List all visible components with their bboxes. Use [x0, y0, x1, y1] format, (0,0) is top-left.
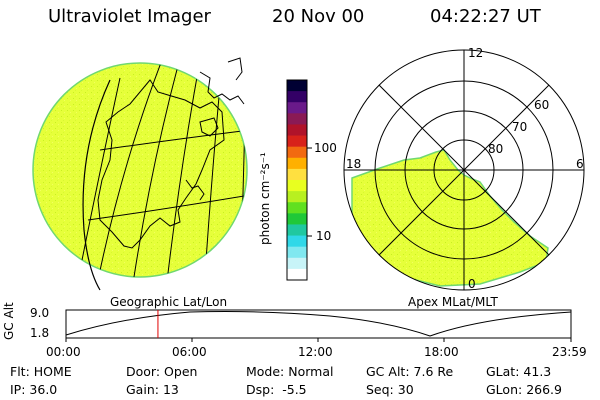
earth-limb [82, 79, 111, 291]
seq-info: Seq: 30 [366, 382, 414, 397]
ip-value: 36.0 [29, 382, 58, 397]
mlat-label-70: 70 [512, 120, 528, 134]
polar-grid [343, 49, 585, 291]
glat-info: GLat: 41.3 [486, 364, 552, 379]
timeline-x-1200: 12:00 [298, 345, 333, 359]
colorbar-stripe [287, 168, 307, 181]
dsp-info: Dsp: -5.5 [246, 382, 307, 397]
colorbar-stripe [287, 102, 307, 114]
mlt-label-0: 0 [468, 277, 476, 291]
gcalt-value: 7.6 Re [413, 364, 454, 379]
geo-map-label: Geographic Lat/Lon [110, 295, 228, 309]
timeline-x-0600: 06:00 [172, 345, 207, 359]
colorbar-stripe [287, 113, 307, 125]
colorbar-stripe [287, 224, 307, 237]
glat-value: 41.3 [523, 364, 552, 379]
timeline-axis-title: GC Alt [2, 302, 16, 340]
polar-map [343, 49, 585, 291]
flt-value: HOME [33, 364, 72, 379]
altitude-timeline [65, 309, 572, 342]
coastline [97, 79, 225, 249]
glon-value: 266.9 [526, 382, 562, 397]
colorbar-unit-label: photon cm⁻²s⁻¹ [258, 152, 272, 245]
gain-info: Gain: 13 [126, 382, 179, 397]
geographic-map [32, 57, 248, 291]
colorbar-stripe [287, 268, 307, 281]
timeline-x-2359: 23:59 [552, 345, 587, 359]
colorbar-stripe [287, 257, 307, 270]
polar-map-label: Apex MLat/MLT [408, 295, 498, 309]
colorbar-stripe [287, 80, 307, 92]
colorbar-stripe [287, 213, 307, 225]
timeline-x-1800: 18:00 [424, 345, 459, 359]
gain-value: 13 [162, 382, 179, 397]
instrument-title: Ultraviolet Imager [48, 6, 211, 27]
door-value: Open [164, 364, 198, 379]
colorbar-tick-10: 10 [316, 229, 332, 243]
timeline-x-0000: 00:00 [46, 345, 81, 359]
mlat-label-60: 60 [534, 98, 550, 112]
coastline-hudson [199, 117, 219, 137]
colorbar-stripe [287, 191, 307, 203]
colorbar-frame [286, 79, 308, 281]
flt-info: Flt: HOME [10, 364, 72, 379]
colorbar-tick-100: 100 [314, 141, 337, 155]
mlat-label-80: 80 [488, 142, 504, 156]
gcalt-info: GC Alt: 7.6 Re [366, 364, 454, 379]
colorbar [286, 79, 312, 281]
observation-date: 20 Nov 00 [272, 6, 365, 27]
colorbar-stripe [287, 124, 307, 137]
colorbar-stripe [287, 135, 307, 148]
colorbar-stripe [287, 146, 307, 159]
timeline-frame [65, 309, 572, 339]
mode-info: Mode: Normal [246, 364, 334, 379]
mlt-label-6: 6 [576, 157, 584, 171]
coastline-east [199, 71, 245, 105]
ip-info: IP: 36.0 [10, 382, 58, 397]
timeline-y-min: 1.8 [30, 326, 50, 340]
colorbar-stripe [287, 246, 307, 259]
door-info: Door: Open [126, 364, 198, 379]
coastline-greenland [227, 57, 243, 81]
geo-image-disk [32, 62, 248, 278]
coastline-lakes [185, 179, 205, 201]
mlt-label-18: 18 [346, 157, 362, 171]
colorbar-stripe [287, 202, 307, 214]
seq-value: 30 [397, 382, 414, 397]
mlt-label-12: 12 [468, 46, 484, 60]
glon-info: GLon: 266.9 [486, 382, 562, 397]
colorbar-stripe [287, 157, 307, 170]
colorbar-stripe [287, 91, 307, 103]
observation-time: 04:22:27 UT [430, 6, 541, 27]
timeline-y-max: 9.0 [30, 306, 50, 320]
colorbar-stripe [287, 235, 307, 248]
colorbar-stripe [287, 180, 307, 192]
dsp-value: -5.5 [282, 382, 307, 397]
altitude-curve [65, 311, 572, 337]
mode-value: Normal [288, 364, 334, 379]
